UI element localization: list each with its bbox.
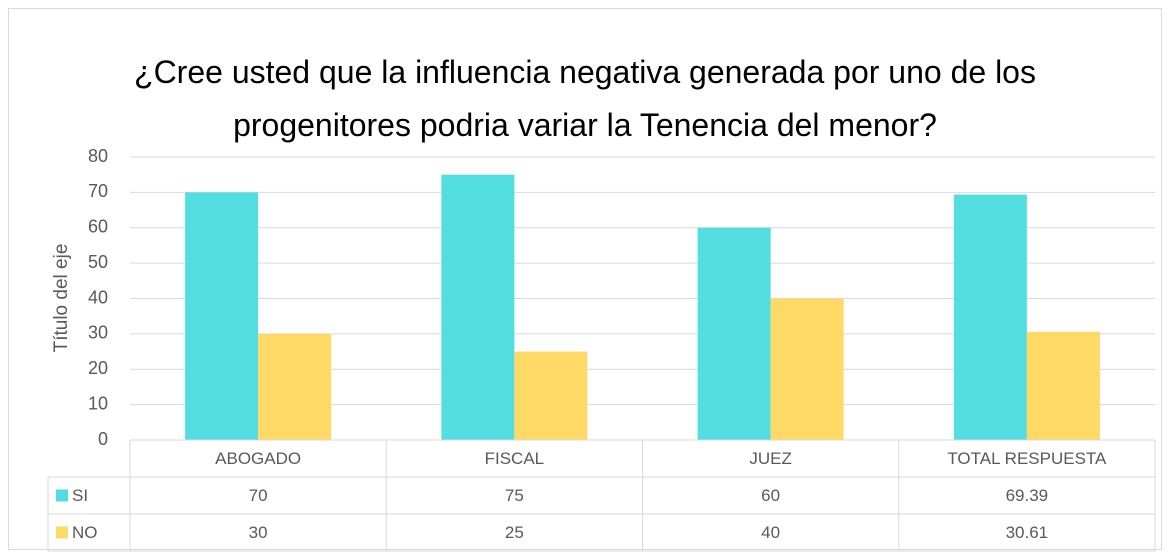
bar — [185, 192, 259, 440]
x-tick-label: JUEZ — [749, 449, 792, 468]
chart-title: ¿Cree usted que la influencia negativa g… — [134, 54, 1036, 143]
y-tick-label: 10 — [88, 393, 108, 413]
legend-key — [56, 489, 68, 502]
y-tick-label: 70 — [88, 181, 108, 201]
x-tick-label: TOTAL RESPUESTA — [947, 449, 1107, 468]
table-value: 60 — [761, 486, 780, 505]
table-value: 70 — [249, 486, 268, 505]
bar — [441, 174, 515, 440]
table-value: 30.61 — [1006, 523, 1049, 542]
y-tick-label: 40 — [88, 287, 108, 307]
x-tick-label: FISCAL — [485, 449, 545, 468]
table-value: 75 — [505, 486, 524, 505]
legend-label: SI — [72, 486, 88, 505]
legend-key — [56, 526, 68, 539]
table-value: 40 — [761, 523, 780, 542]
bar — [697, 227, 771, 440]
table-value: 30 — [249, 523, 268, 542]
y-tick-label: 60 — [88, 217, 108, 237]
bar — [953, 194, 1027, 440]
table-value: 25 — [505, 523, 524, 542]
y-tick-label: 80 — [88, 146, 108, 166]
table-value: 69.39 — [1006, 486, 1049, 505]
y-tick-label: 0 — [98, 429, 108, 449]
y-tick-label: 30 — [88, 323, 108, 343]
y-tick-label: 50 — [88, 252, 108, 272]
bar — [258, 333, 332, 440]
y-tick-label: 20 — [88, 358, 108, 378]
bar — [514, 351, 588, 440]
y-axis-label: Título del eje — [51, 244, 72, 353]
x-tick-label: ABOGADO — [215, 449, 301, 468]
bar — [1026, 331, 1100, 440]
legend-label: NO — [72, 523, 98, 542]
bar — [770, 298, 844, 440]
